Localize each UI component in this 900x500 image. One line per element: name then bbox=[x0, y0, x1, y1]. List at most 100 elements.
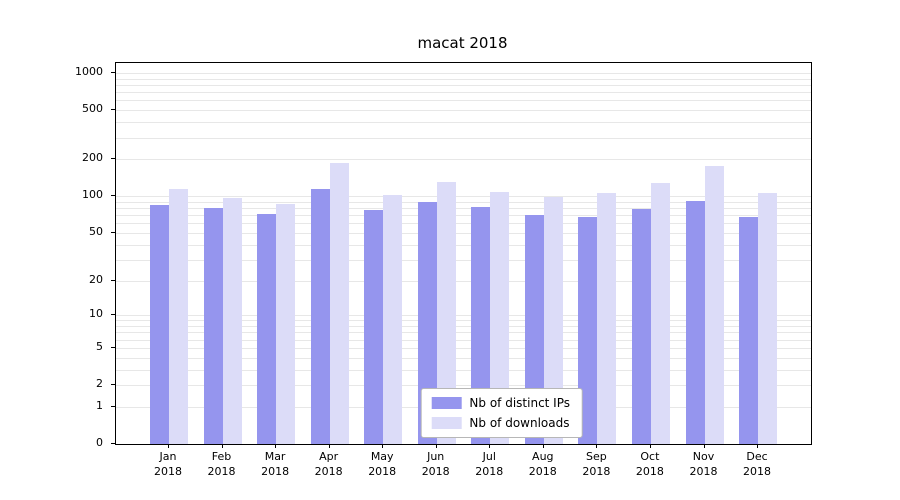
y-tick-mark bbox=[111, 72, 115, 73]
bar-downloads bbox=[704, 166, 724, 444]
y-tick-label: 5 bbox=[96, 339, 103, 353]
x-tick-mark bbox=[275, 444, 277, 448]
gridline bbox=[116, 201, 811, 203]
y-tick-label: 10 bbox=[89, 307, 103, 321]
gridline bbox=[116, 73, 811, 74]
x-tick-label: Apr 2018 bbox=[314, 450, 343, 478]
gridline bbox=[116, 196, 811, 198]
legend-label-distinct-ips: Nb of distinct IPs bbox=[469, 396, 571, 410]
bar-distinct-ips bbox=[578, 217, 598, 444]
x-tick-mark bbox=[649, 444, 651, 448]
y-tick-label: 50 bbox=[89, 224, 103, 238]
legend-swatch-distinct-ips bbox=[431, 397, 462, 409]
x-tick-label: Dec 2018 bbox=[743, 450, 771, 478]
y-tick-mark bbox=[111, 384, 115, 385]
y-tick-mark bbox=[111, 314, 115, 316]
x-tick-mark bbox=[703, 444, 705, 448]
bar-distinct-ips bbox=[631, 208, 651, 444]
bar-downloads bbox=[543, 196, 563, 444]
gridline bbox=[116, 159, 811, 161]
x-tick-label: Jul 2018 bbox=[475, 450, 504, 478]
y-tick-mark bbox=[111, 195, 115, 197]
x-tick-label: May 2018 bbox=[368, 450, 397, 478]
gridline bbox=[116, 215, 811, 217]
gridline bbox=[116, 332, 811, 334]
bar-distinct-ips bbox=[685, 200, 705, 444]
chart-title: macat 2018 bbox=[417, 34, 508, 52]
x-tick-label: Sep 2018 bbox=[582, 450, 611, 478]
bar-downloads bbox=[436, 182, 456, 444]
gridline bbox=[116, 315, 811, 317]
y-tick-mark bbox=[111, 405, 115, 407]
bar-distinct-ips bbox=[257, 213, 277, 444]
gridline bbox=[116, 137, 811, 139]
y-tick-label: 2 bbox=[96, 377, 103, 390]
bar-distinct-ips bbox=[203, 208, 223, 444]
x-tick-label: Oct 2018 bbox=[635, 450, 664, 478]
x-tick-label: Jan 2018 bbox=[154, 450, 182, 478]
bar-downloads bbox=[329, 163, 349, 444]
bar-downloads bbox=[169, 188, 188, 444]
gridline bbox=[116, 369, 811, 371]
bar-downloads bbox=[650, 183, 670, 444]
x-tick-mark bbox=[168, 444, 169, 448]
y-tick-mark bbox=[111, 231, 115, 233]
x-tick-label: Feb 2018 bbox=[207, 450, 236, 478]
bar-downloads bbox=[758, 192, 777, 444]
bar-distinct-ips bbox=[739, 217, 758, 444]
bar-downloads bbox=[276, 203, 296, 444]
gridline bbox=[116, 385, 811, 386]
legend-item-downloads: Nb of downloads bbox=[431, 416, 570, 430]
x-tick-label: Aug 2018 bbox=[528, 450, 557, 478]
x-tick-mark bbox=[542, 444, 544, 448]
plot-area: Nb of distinct IPs Nb of downloads bbox=[115, 62, 812, 445]
y-tick-mark bbox=[111, 158, 115, 160]
x-tick-mark bbox=[435, 444, 437, 448]
gridline bbox=[116, 78, 811, 80]
legend-label-downloads: Nb of downloads bbox=[469, 416, 570, 430]
gridline bbox=[116, 244, 811, 246]
gridline bbox=[116, 259, 811, 261]
gridline bbox=[116, 326, 811, 327]
gridline bbox=[116, 208, 811, 209]
x-tick-label: Mar 2018 bbox=[261, 450, 290, 478]
x-tick-label: Jun 2018 bbox=[421, 450, 450, 478]
y-tick-mark bbox=[111, 279, 115, 281]
legend-item-distinct-ips: Nb of distinct IPs bbox=[431, 396, 570, 410]
y-tick-label: 0 bbox=[96, 436, 103, 449]
bar-distinct-ips bbox=[471, 206, 491, 444]
bar-downloads bbox=[383, 194, 403, 444]
bar-downloads bbox=[597, 193, 617, 444]
gridline bbox=[116, 100, 811, 102]
gridline bbox=[116, 280, 811, 282]
bar-distinct-ips bbox=[524, 215, 544, 444]
legend: Nb of distinct IPs Nb of downloads bbox=[420, 388, 584, 438]
gridline bbox=[116, 339, 811, 341]
gridline bbox=[116, 357, 811, 359]
bar-downloads bbox=[490, 192, 510, 444]
gridline bbox=[116, 347, 811, 349]
y-tick-label: 1 bbox=[96, 398, 103, 412]
bar-distinct-ips bbox=[150, 204, 169, 444]
gridline bbox=[116, 232, 811, 234]
y-tick-label: 200 bbox=[82, 151, 103, 165]
gridline bbox=[116, 85, 811, 86]
x-tick-mark bbox=[489, 444, 491, 448]
y-tick-mark bbox=[111, 443, 115, 444]
x-tick-mark bbox=[382, 444, 384, 448]
legend-swatch-downloads bbox=[431, 417, 462, 429]
bar-downloads bbox=[222, 197, 242, 444]
x-tick-mark bbox=[757, 444, 758, 448]
y-tick-label: 20 bbox=[89, 272, 103, 286]
x-tick-mark bbox=[596, 444, 598, 448]
gridline bbox=[116, 110, 811, 112]
x-tick-mark bbox=[328, 444, 330, 448]
y-tick-label: 500 bbox=[82, 102, 103, 116]
bar-distinct-ips bbox=[310, 188, 330, 444]
y-tick-label: 100 bbox=[82, 188, 103, 202]
bar-distinct-ips bbox=[364, 210, 384, 444]
gridline bbox=[116, 92, 811, 94]
y-tick-mark bbox=[111, 346, 115, 348]
bar-distinct-ips bbox=[417, 201, 437, 444]
